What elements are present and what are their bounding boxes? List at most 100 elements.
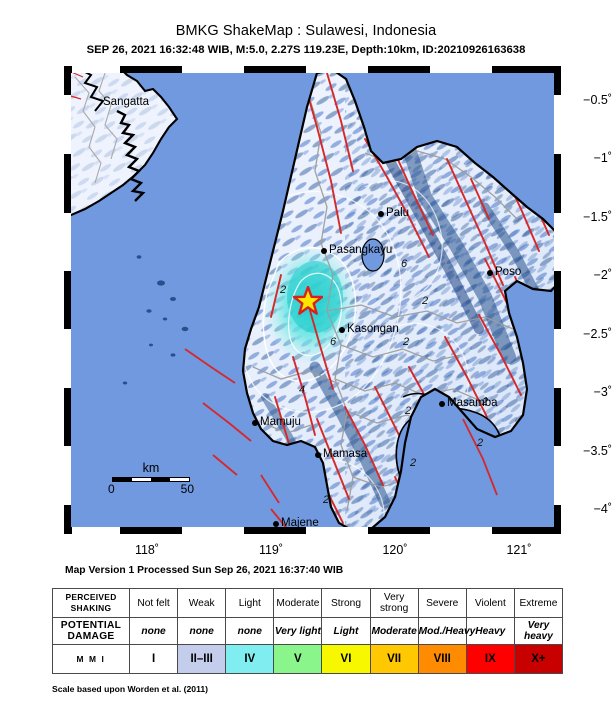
y-axis-tick: −3˚ [593,385,612,399]
contour-label: 2 [403,336,410,348]
y-axis-tick: −1.5˚ [583,210,612,224]
x-axis-tick: 119˚ [258,543,284,557]
city-name: Pasangkayu [329,244,393,256]
map-canvas [65,67,560,533]
legend-cell-mmi: I [128,644,179,674]
city-label-poso: Poso [487,266,522,279]
city-label-pasangkayu: Pasangkayu [321,244,393,257]
admin-boundaries [252,96,518,512]
city-name: Majene [281,517,319,529]
legend-cell-damage: Light [321,617,371,645]
intensity-legend-table: PERCEIVED SHAKING Not felt Weak Light Mo… [52,588,564,674]
city-dot [252,419,258,426]
contour-label: 2 [410,457,417,469]
y-axis-tick: −2.5˚ [583,327,612,341]
legend-row-perceived-shaking: PERCEIVED SHAKING Not felt Weak Light Mo… [52,588,564,618]
x-axis-tick: 118˚ [134,543,160,557]
x-axis-tick: 120˚ [382,543,408,557]
legend-cell-mmi: IV [225,644,275,674]
legend-cell-damage: none [177,617,227,645]
legend-cell-damage: Very heavy [513,617,564,645]
y-axis-tick: −4˚ [593,502,612,516]
axis-tickbar-bottom [64,527,561,534]
city-name: Mamasa [323,448,368,460]
page-title: BMKG ShakeMap : Sulawesi, Indonesia [175,23,437,39]
city-label-kasongan: Kasongan [339,323,399,336]
legend-rowlabel-damage-line1: POTENTIAL [60,620,122,631]
map-version-line: Map Version 1 Processed Sun Sep 26, 2021… [65,565,344,576]
legend-cell-shaking: Moderate [273,588,323,618]
city-name: Mamuju [260,416,301,428]
city-dot [378,210,384,217]
city-label-majene: Majene [273,517,319,530]
legend-cell-damage: none [225,617,275,645]
legend-row-potential-damage: POTENTIAL DAMAGE none none none Very lig… [52,617,564,645]
city-name: Palu [386,207,410,219]
legend-cell-damage: Moderate [369,617,419,645]
city-label-masamba: Masamba [439,397,498,410]
y-axis-tick: −2˚ [593,268,612,282]
city-name: Poso [495,266,522,278]
legend-row-mmi: M M I I II–III IV V VI VII VIII IX X+ [52,644,564,674]
scale-bar: km 0 50 [108,461,194,497]
title-block: BMKG ShakeMap : Sulawesi, Indonesia SEP … [0,22,612,58]
contour-label: 2 [280,284,287,296]
city-label-palu: Palu [378,207,410,220]
y-axis-tick: −1˚ [593,151,612,165]
y-axis-tick: −0.5˚ [583,93,612,107]
city-name: Sangatta [103,96,150,108]
axis-tickbar-right [554,66,561,534]
small-islands [122,255,189,385]
contour-label: 2 [422,295,429,307]
legend-cell-shaking: Light [225,588,275,618]
scale-endpoints: 0 50 [108,482,194,496]
legend-rowlabel-shaking-line1: PERCEIVED [65,592,117,602]
contour-label: 2 [405,405,412,417]
legend-cell-mmi: X+ [513,644,564,674]
legend-cell-mmi: IX [465,644,515,674]
legend-cell-shaking: Severe [417,588,467,618]
legend-cell-shaking: Very strong [369,588,419,618]
city-name: Kasongan [347,323,399,335]
legend-note: Scale based upon Worden et al. (2011) [52,684,209,694]
city-dot [321,247,327,254]
city-label-sangatta: Sangatta [103,96,150,109]
contour-label: 2 [482,396,489,408]
axis-tickbar-top [64,66,561,73]
legend-cell-mmi: II–III [177,644,227,674]
legend-rowlabel-shaking-line2: SHAKING [70,603,112,613]
city-dot [487,269,493,276]
city-dot [339,326,345,333]
legend-cell-shaking: Strong [321,588,371,618]
shakemap-map[interactable]: 4 6 6 2 2 2 2 2 2 2 2 2 Sangatta Palu Pa… [64,66,561,534]
city-dot [273,520,279,527]
event-subtitle: SEP 26, 2021 16:32:48 WIB, M:5.0, 2.27S … [86,44,526,56]
contour-label: 6 [401,258,408,270]
legend-rowlabel-mmi: M M I [52,644,130,674]
kalimantan-coastline [65,67,179,220]
legend-cell-mmi: VI [321,644,371,674]
legend-rowlabel-damage: POTENTIAL DAMAGE [52,617,130,645]
legend-cell-shaking: Not felt [128,588,179,618]
contour-label: 6 [330,336,337,348]
legend-cell-mmi: VIII [417,644,467,674]
scale-bar-graphic [112,477,190,482]
legend-cell-damage: Very light [273,617,323,645]
legend-cell-damage: none [128,617,179,645]
city-dot [315,451,321,458]
epicenter-star[interactable] [293,286,323,316]
contour-label: 2 [323,494,330,506]
legend-cell-shaking: Violent [465,588,515,618]
city-name: Masamba [447,397,498,409]
scale-end: 50 [180,482,194,496]
contour-label: 2 [477,437,484,449]
scale-unit-label: km [142,461,160,475]
axis-tickbar-left [64,66,71,534]
legend-cell-shaking: Extreme [513,588,564,618]
city-label-mamasa: Mamasa [315,448,368,461]
legend-rowlabel-damage-line2: DAMAGE [67,631,115,642]
legend-cell-shaking: Weak [177,588,227,618]
contour-4 [262,247,357,382]
legend-cell-damage: Mod./Heavy [417,617,475,645]
x-axis-tick: 121˚ [506,543,532,557]
